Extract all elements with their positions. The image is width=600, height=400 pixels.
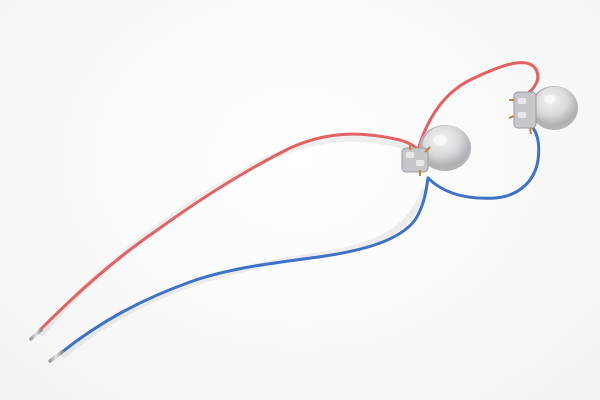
blue-wire-tip	[48, 350, 64, 363]
red-wire-shadow	[39, 135, 421, 336]
sensor-disc-1	[419, 125, 471, 171]
blue-wire-shadow	[61, 187, 428, 358]
blue-wire-link	[426, 126, 541, 200]
sensor-2-terminal-block	[508, 91, 537, 135]
red-wire-loop	[416, 61, 540, 152]
blue-wire-long	[60, 176, 430, 354]
sensor-1-terminal-block	[401, 145, 431, 176]
red-wire-long	[38, 132, 420, 332]
red-wire-tip	[29, 328, 43, 341]
sensor-disc-2	[530, 86, 578, 130]
